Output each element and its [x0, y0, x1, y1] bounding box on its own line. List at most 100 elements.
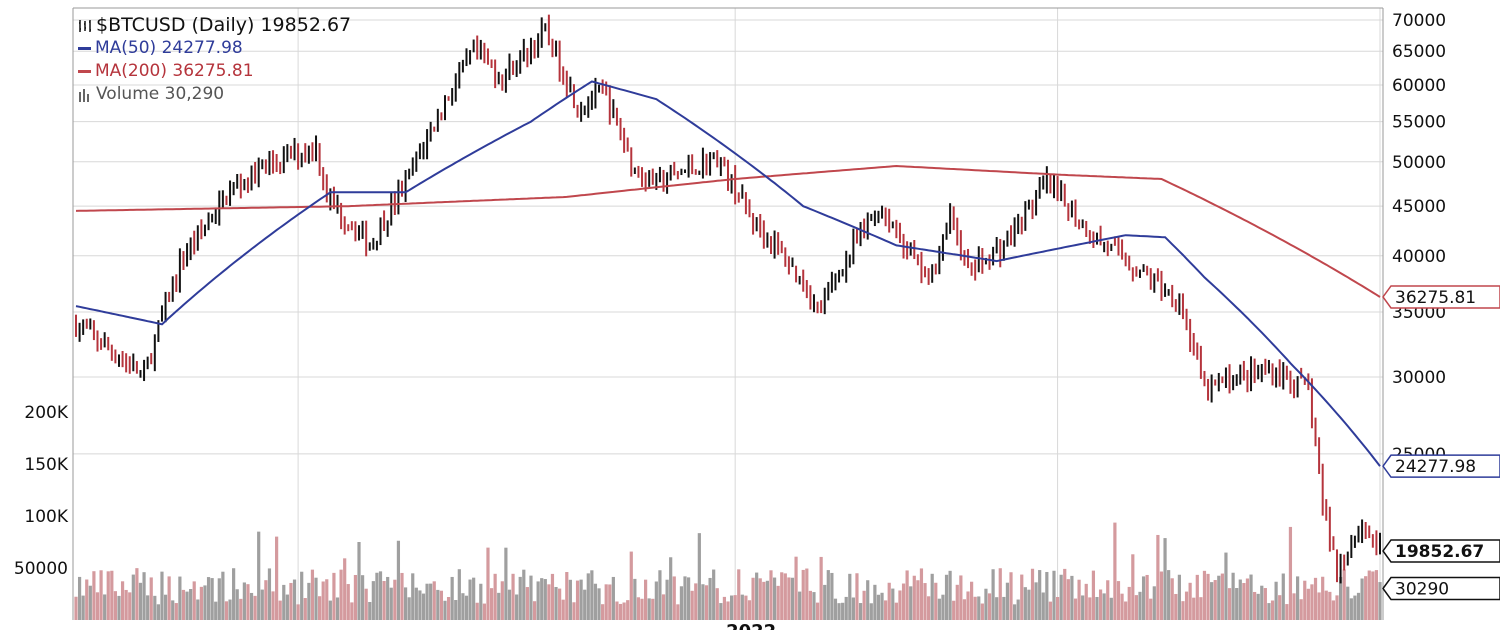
- volume-bar: [482, 603, 486, 620]
- volume-bar: [884, 600, 888, 620]
- volume-bar: [927, 596, 931, 620]
- volume-bar: [611, 576, 615, 620]
- volume-bar: [1202, 570, 1207, 620]
- price-tick-label: 55000: [1392, 113, 1446, 133]
- volume-bar: [110, 570, 114, 620]
- volume-bar: [432, 581, 436, 620]
- volume-bar: [260, 589, 264, 620]
- volume-bar: [425, 583, 429, 620]
- moving-average-lines: [75, 80, 1381, 467]
- volume-bar: [1034, 582, 1038, 620]
- volume-bar: [1331, 600, 1336, 620]
- volume-bar: [407, 597, 411, 620]
- volume-bar: [203, 585, 207, 620]
- volume-bar: [146, 595, 150, 620]
- volume-bar: [171, 600, 175, 620]
- volume-bar: [629, 551, 633, 620]
- volume-bar: [475, 602, 479, 620]
- volume-bar: [386, 576, 390, 620]
- volume-bar: [371, 581, 375, 620]
- volume-bar: [1184, 591, 1189, 620]
- volume-bar: [181, 589, 186, 620]
- volume-tick-label: 100K: [24, 507, 68, 527]
- volume-bar: [1081, 595, 1085, 620]
- volume-bar: [106, 571, 110, 620]
- volume-bar: [672, 576, 676, 620]
- volume-bar: [142, 572, 146, 620]
- volume-bar: [1371, 571, 1375, 620]
- volume-bar: [636, 597, 641, 620]
- volume-bar: [411, 573, 415, 620]
- volume-bar: [174, 603, 178, 620]
- volume-bar: [246, 584, 250, 620]
- volume-bar: [593, 583, 598, 620]
- volume-bar: [644, 579, 648, 620]
- legend-ma200: MA(200) 36275.81: [95, 61, 254, 81]
- volume-bar: [622, 602, 626, 620]
- volume-bar: [1084, 583, 1088, 620]
- volume-bar: [984, 588, 988, 620]
- volume-bar: [973, 596, 977, 620]
- last-price-tag: 19852.67: [1395, 542, 1484, 562]
- volume-bar: [1364, 576, 1368, 620]
- volume-bar: [579, 579, 583, 620]
- legend-ma200-row: MA(200) 36275.81: [78, 60, 351, 83]
- volume-bar: [414, 587, 418, 620]
- volume-bar: [500, 581, 504, 620]
- volume-tick-label: 150K: [24, 455, 68, 475]
- volume-bar: [1245, 578, 1250, 620]
- volume-bar: [712, 569, 716, 620]
- volume-bar: [396, 540, 401, 620]
- volume-bar: [762, 581, 766, 620]
- volume-bar: [532, 601, 537, 620]
- volume-bar: [346, 584, 350, 620]
- volume-bar: [848, 573, 852, 620]
- volume-bar: [715, 588, 719, 620]
- volume-bar: [1360, 578, 1364, 620]
- volume-tick-label: 50000: [14, 559, 68, 579]
- volume-bar: [285, 594, 289, 620]
- volume-bar: [303, 598, 307, 620]
- volume-bar: [1242, 583, 1246, 620]
- price-tags: 36275.81 24277.98 19852.67 30290: [1382, 285, 1500, 601]
- volume-bar: [1188, 582, 1192, 620]
- volume-bar: [618, 603, 623, 620]
- volume-bar: [826, 570, 830, 620]
- volume-bar: [790, 577, 795, 620]
- volume-bar: [1005, 582, 1010, 620]
- volume-bar: [1138, 591, 1142, 620]
- volume-bar: [572, 602, 576, 620]
- volume-bar: [421, 593, 426, 620]
- volume-bar: [81, 595, 85, 620]
- volume-bar: [669, 557, 673, 620]
- volume-axis: 200K 150K 100K 50000: [14, 403, 69, 579]
- volume-bar: [257, 531, 261, 620]
- volume-bar: [565, 572, 569, 620]
- volume-bar: [1199, 597, 1203, 620]
- volume-bar: [554, 586, 558, 620]
- volume-bar: [1260, 585, 1264, 620]
- volume-bar: [149, 577, 153, 620]
- volume-bar: [1088, 597, 1092, 620]
- volume-bar: [92, 571, 96, 620]
- volume-bar: [683, 576, 687, 620]
- volume-bar: [375, 572, 379, 620]
- volume-bar: [368, 601, 372, 620]
- volume-bar: [1091, 570, 1096, 620]
- volume-bar: [378, 571, 383, 620]
- volume-bar: [497, 592, 501, 620]
- volume-bar: [1145, 574, 1149, 620]
- volume-bar: [1303, 580, 1307, 620]
- volume-bar: [583, 589, 587, 620]
- volume-bar: [726, 601, 730, 620]
- volume-bar: [325, 579, 329, 620]
- volume-bar: [1124, 601, 1128, 620]
- volume-bar: [77, 576, 82, 620]
- volume-bar: [844, 596, 848, 620]
- volume-bar: [292, 579, 297, 620]
- volume-bar: [558, 588, 562, 620]
- volume-bar: [339, 569, 343, 620]
- volume-bar: [1149, 598, 1153, 620]
- volume-bar: [876, 594, 881, 620]
- volume-bar: [518, 576, 522, 620]
